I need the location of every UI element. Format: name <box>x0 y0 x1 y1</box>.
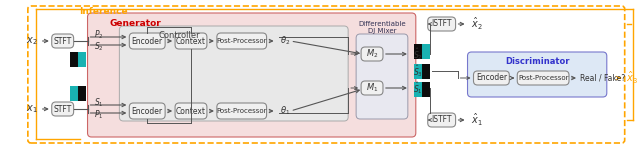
Text: ISTFT: ISTFT <box>431 115 452 125</box>
Text: $\hat{S}_2$: $\hat{S}_2$ <box>413 46 422 62</box>
FancyBboxPatch shape <box>217 33 267 49</box>
Text: $x_2$: $x_2$ <box>26 35 38 47</box>
Text: Encoder: Encoder <box>476 73 507 83</box>
Text: Encoder: Encoder <box>132 37 163 45</box>
FancyBboxPatch shape <box>120 26 348 121</box>
Text: $S_2$: $S_2$ <box>93 41 103 53</box>
Text: Inference: Inference <box>79 7 128 16</box>
FancyBboxPatch shape <box>129 33 165 49</box>
FancyBboxPatch shape <box>468 52 607 97</box>
Text: $\hat{x}_2$: $\hat{x}_2$ <box>470 16 482 32</box>
Text: Differentiable
DJ Mixer: Differentiable DJ Mixer <box>358 21 406 35</box>
FancyBboxPatch shape <box>356 34 408 119</box>
Text: $\theta_2$: $\theta_2$ <box>280 35 290 47</box>
Text: $S_1$: $S_1$ <box>93 97 103 109</box>
FancyBboxPatch shape <box>52 34 74 48</box>
Text: $\theta_1$: $\theta_1$ <box>280 105 290 117</box>
FancyBboxPatch shape <box>428 17 456 31</box>
Text: $M_2$: $M_2$ <box>366 48 378 60</box>
FancyBboxPatch shape <box>175 33 207 49</box>
Text: $P_1$: $P_1$ <box>93 109 103 121</box>
Text: $x_1$: $x_1$ <box>26 103 38 115</box>
Text: Real / Fake?: Real / Fake? <box>580 73 625 83</box>
Text: $\hat{S}_1$: $\hat{S}_1$ <box>413 80 422 96</box>
FancyBboxPatch shape <box>361 47 383 61</box>
Text: Generator: Generator <box>109 19 161 28</box>
Text: Post-Processor: Post-Processor <box>518 75 568 81</box>
Text: $P_2$: $P_2$ <box>93 29 103 41</box>
Text: Discriminator: Discriminator <box>505 57 570 66</box>
Text: STFT: STFT <box>54 37 72 45</box>
FancyBboxPatch shape <box>217 103 267 119</box>
Text: Context: Context <box>176 107 206 115</box>
Text: ISTFT: ISTFT <box>431 20 452 28</box>
Text: $M_1$: $M_1$ <box>366 82 378 94</box>
FancyBboxPatch shape <box>517 71 569 85</box>
Text: Post-Processor: Post-Processor <box>216 108 267 114</box>
Text: Controller: Controller <box>158 31 200 40</box>
Text: $\hat{x}_3$: $\hat{x}_3$ <box>626 70 637 86</box>
FancyBboxPatch shape <box>129 103 165 119</box>
Text: $\hat{S}_3$: $\hat{S}_3$ <box>413 63 423 79</box>
Text: Post-Processor: Post-Processor <box>216 38 267 44</box>
Text: $\hat{x}_1$: $\hat{x}_1$ <box>470 112 483 128</box>
Text: Context: Context <box>176 37 206 45</box>
Text: Encoder: Encoder <box>132 107 163 115</box>
FancyBboxPatch shape <box>361 81 383 95</box>
FancyBboxPatch shape <box>52 102 74 116</box>
Text: STFT: STFT <box>54 104 72 114</box>
FancyBboxPatch shape <box>474 71 509 85</box>
FancyBboxPatch shape <box>175 103 207 119</box>
FancyBboxPatch shape <box>88 13 416 137</box>
FancyBboxPatch shape <box>428 113 456 127</box>
